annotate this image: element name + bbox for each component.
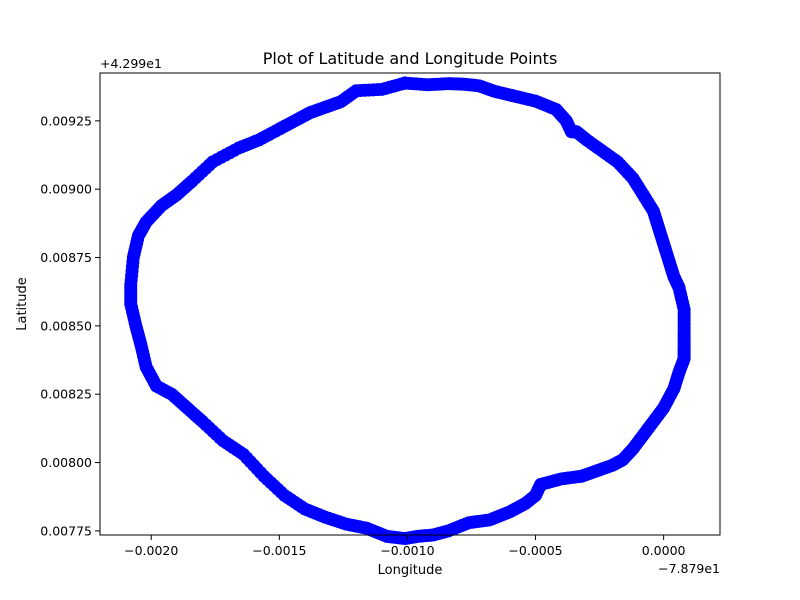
- data-point: [398, 76, 412, 90]
- y-tick-label: 0.00800: [40, 455, 92, 470]
- y-tick-label: 0.00925: [40, 113, 92, 128]
- y-tick-label: 0.00825: [40, 387, 92, 402]
- x-tick-label: 0.0000: [642, 543, 686, 558]
- y-tick-label: 0.00875: [40, 250, 92, 265]
- x-axis-label: Longitude: [378, 563, 443, 578]
- chart-title: Plot of Latitude and Longitude Points: [263, 49, 558, 68]
- data-points: [124, 76, 691, 546]
- y-tick-label: 0.00850: [40, 318, 92, 333]
- x-tick-label: −0.0020: [124, 543, 178, 558]
- y-axis-label: Latitude: [15, 277, 30, 331]
- y-tick-label: 0.00775: [40, 523, 92, 538]
- y-tick-label: 0.00900: [40, 182, 92, 197]
- y-axis: 0.00775 0.00800 0.00825 0.00850 0.00875 0.009…: [40, 113, 100, 538]
- x-offset-text: −7.879e1: [658, 561, 720, 576]
- x-tick-label: −0.0015: [252, 543, 306, 558]
- x-tick-label: −0.0010: [380, 543, 434, 558]
- plot-frame: [99, 72, 721, 536]
- x-tick-label: −0.0005: [508, 543, 562, 558]
- y-offset-text: +4.299e1: [100, 56, 162, 71]
- x-axis: −0.0020 −0.0015 −0.0010 −0.0005 0.0000: [124, 535, 686, 558]
